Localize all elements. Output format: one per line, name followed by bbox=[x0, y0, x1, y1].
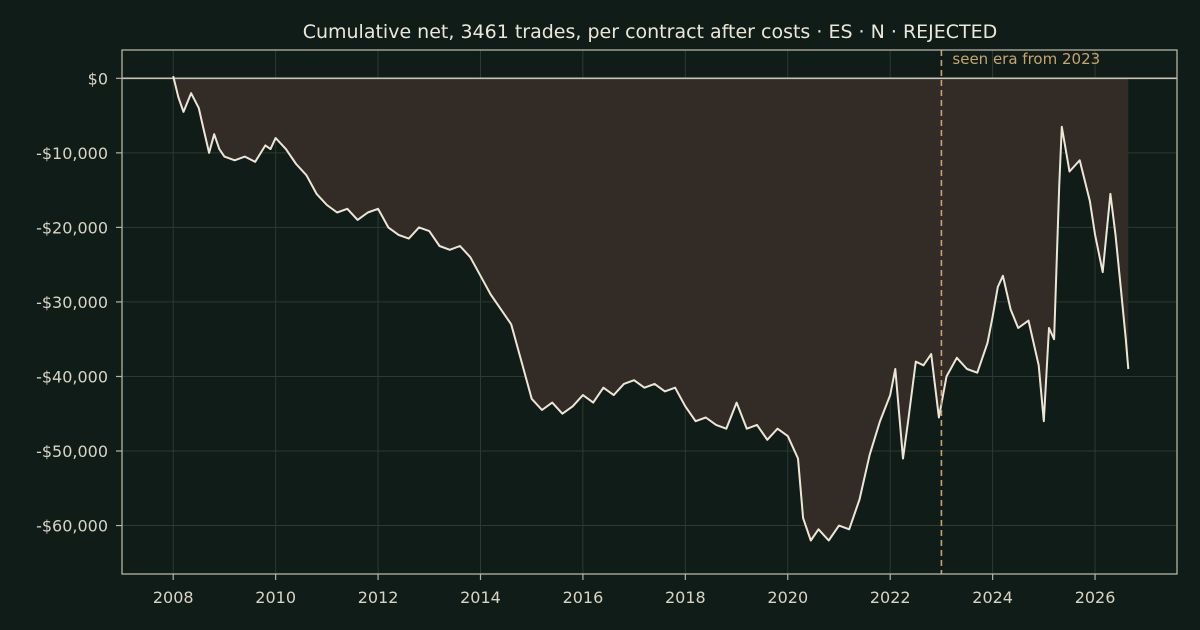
chart-title: Cumulative net, 3461 trades, per contrac… bbox=[303, 21, 998, 43]
x-tick-label: 2014 bbox=[460, 588, 501, 607]
x-tick-label: 2024 bbox=[972, 588, 1013, 607]
y-axis: $0 -$10,000 -$20,000 -$30,000 -$40,000 -$50,0… bbox=[36, 69, 122, 536]
x-tick-label: 2008 bbox=[153, 588, 194, 607]
era-annotation: seen era from 2023 bbox=[952, 50, 1100, 68]
y-tick-label: -$30,000 bbox=[36, 293, 108, 312]
y-tick-label: -$50,000 bbox=[36, 442, 108, 461]
x-tick-label: 2018 bbox=[665, 588, 706, 607]
y-tick-label: $0 bbox=[88, 69, 108, 88]
x-tick-label: 2026 bbox=[1075, 588, 1116, 607]
drawdown-area bbox=[173, 76, 1129, 541]
x-tick-label: 2010 bbox=[255, 588, 296, 607]
y-tick-label: -$40,000 bbox=[36, 367, 108, 386]
x-tick-label: 2012 bbox=[358, 588, 399, 607]
y-tick-label: -$60,000 bbox=[36, 517, 108, 536]
y-tick-label: -$10,000 bbox=[36, 144, 108, 163]
x-axis: 2008 2010 2012 2014 2016 2018 2020 2022 2024 2026 bbox=[153, 574, 1116, 607]
series-line bbox=[172, 75, 1130, 542]
plot-frame bbox=[121, 49, 1178, 575]
x-tick-label: 2016 bbox=[563, 588, 604, 607]
x-tick-label: 2022 bbox=[870, 588, 911, 607]
x-tick-label: 2020 bbox=[767, 588, 808, 607]
y-tick-label: -$20,000 bbox=[36, 218, 108, 237]
